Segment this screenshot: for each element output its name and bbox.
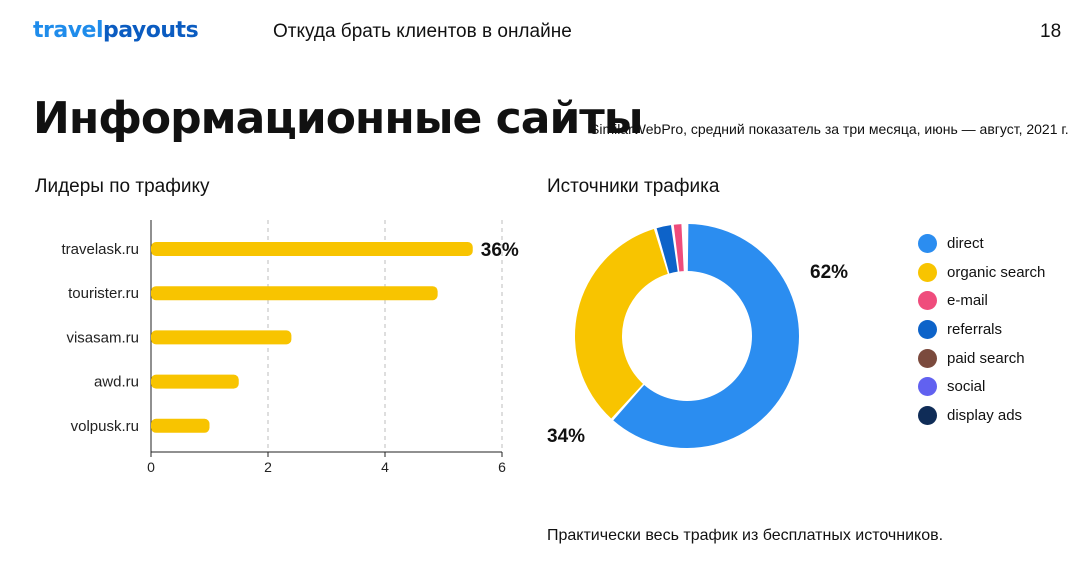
bar-chart: 0 2 4 6 travelask.ru 36% tourister.ru visasam.r… [61, 220, 519, 475]
category-label: visasam.ru [66, 329, 139, 346]
legend-item-organic-search: organic search [918, 258, 1045, 287]
legend-item-paid-search: paid search [918, 344, 1045, 373]
legend-swatch [918, 405, 937, 425]
bar-awd.ru [151, 374, 239, 389]
legend-swatch [918, 291, 937, 311]
legend-label: direct [947, 234, 984, 252]
bar-chart-title: Лидеры по трафику [35, 176, 210, 197]
logo-prefix: travel [33, 18, 104, 43]
bar-tourister.ru [151, 286, 438, 301]
page-title: Информационные сайты [33, 93, 644, 144]
legend-swatch [918, 262, 937, 282]
legend-item-social: social [918, 372, 1045, 401]
x-tick-label: 0 [147, 459, 155, 475]
slice-label-organic-search: 34% [547, 426, 585, 447]
slice-organic-search [575, 228, 668, 419]
slice-referrals [656, 225, 678, 274]
x-tick-label: 6 [498, 459, 506, 475]
source-note: SimilarWebPro, средний показатель за три… [590, 121, 1069, 137]
legend-label: social [947, 378, 986, 396]
category-label: awd.ru [94, 374, 139, 391]
legend-label: display ads [947, 406, 1023, 424]
slice-label-direct: 62% [810, 262, 848, 283]
page-number: 18 [1040, 21, 1062, 42]
bar-volpusk.ru [151, 418, 210, 433]
legend-item-display-ads: display ads [918, 401, 1045, 430]
x-tick-label: 4 [381, 459, 389, 475]
bar-data-label: 36% [481, 240, 519, 261]
legend-swatch [918, 377, 937, 397]
travelpayouts-logo: travelpayouts [33, 18, 199, 43]
category-label: tourister.ru [68, 285, 139, 302]
category-label: volpusk.ru [71, 418, 139, 435]
logo-suffix: payouts [103, 18, 199, 43]
legend-swatch [918, 233, 937, 253]
x-tick-label: 2 [264, 459, 272, 475]
legend-label: paid search [947, 349, 1025, 367]
legend-item-referrals: referrals [918, 315, 1045, 344]
legend-swatch [918, 319, 937, 339]
legend-label: e-mail [947, 292, 988, 310]
donut-chart-title: Источники трафика [547, 176, 720, 197]
footnote: Практически весь трафик из бесплатных ис… [547, 527, 944, 544]
legend-item-direct: direct [918, 229, 1045, 258]
slice-direct [613, 224, 799, 448]
legend-item-e-mail: e-mail [918, 286, 1045, 315]
donut-chart: 62% 34% [547, 224, 848, 448]
slice-e-mail [673, 224, 684, 272]
legend-label: organic search [947, 263, 1046, 281]
header-title: Откуда брать клиентов в онлайне [273, 21, 572, 42]
category-label: travelask.ru [61, 241, 139, 258]
donut-legend: direct organic search e-mail referrals paid … [918, 229, 1045, 430]
legend-swatch [918, 348, 937, 368]
legend-label: referrals [947, 320, 1003, 338]
bar-visasam.ru [151, 330, 292, 345]
bar-travelask.ru [151, 242, 473, 256]
